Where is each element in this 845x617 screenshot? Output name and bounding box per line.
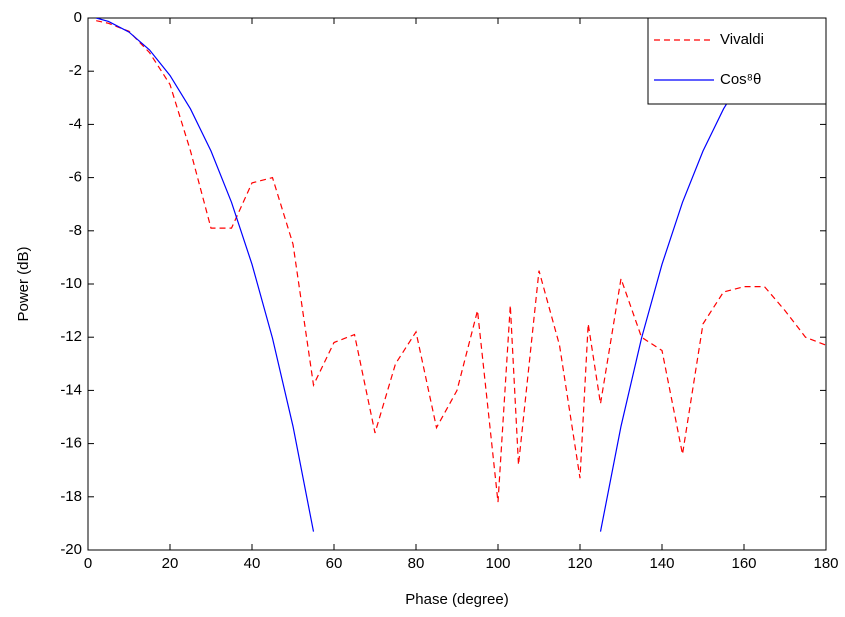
x-tick-label: 60 [326,555,343,572]
y-tick-label: -12 [60,328,82,345]
x-tick-label: 140 [649,555,674,572]
y-tick-label: 0 [74,9,82,26]
x-axis-label: Phase (degree) [405,591,508,608]
y-tick-label: -2 [69,62,82,79]
y-tick-label: -6 [69,169,82,186]
y-tick-label: -14 [60,381,82,398]
legend-box [647,17,827,105]
y-tick-label: -16 [60,435,82,452]
legend-label: Vivaldi [720,31,764,48]
x-tick-label: 120 [567,555,592,572]
x-tick-label: 80 [408,555,425,572]
y-tick-label: -8 [69,222,82,239]
y-tick-label: -4 [69,115,82,132]
x-tick-label: 20 [162,555,179,572]
x-tick-label: 160 [731,555,756,572]
y-tick-label: -10 [60,275,82,292]
y-tick-label: -18 [60,488,82,505]
axes-box [87,17,827,551]
y-axis-label: Power (dB) [15,246,32,321]
x-tick-label: 0 [84,555,92,572]
y-tick-label: -20 [60,541,82,558]
x-tick-label: 40 [244,555,261,572]
x-tick-label: 100 [485,555,510,572]
x-tick-label: 180 [813,555,838,572]
legend-label: Cos⁸θ [720,71,761,88]
